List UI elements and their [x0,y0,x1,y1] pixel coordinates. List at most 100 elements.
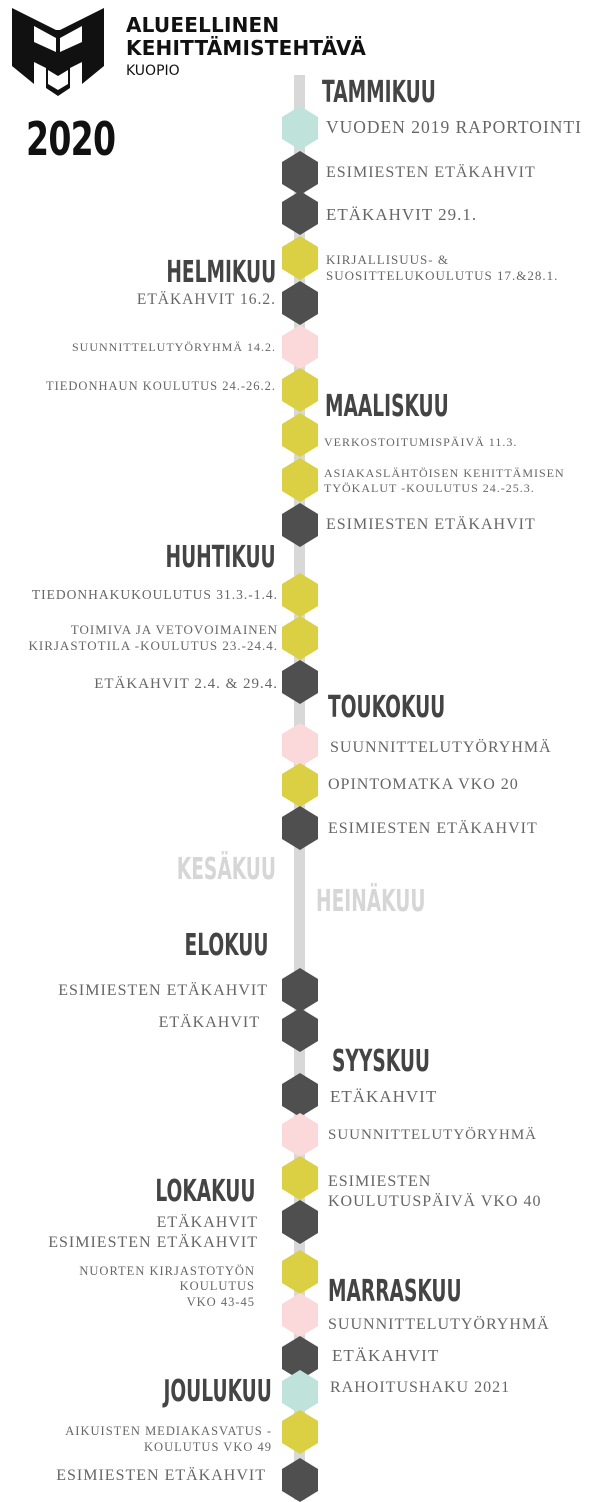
event-text-line: RAHOITUSHAKU 2021 [330,1379,511,1396]
event-text-line: ESIMIESTEN ETÄKAHVIT [58,982,268,999]
hexagon-marker-teal [282,106,318,150]
timeline-event: SUUNNITTELUTYÖRYHMÄ [330,738,552,758]
event-text-line: ETÄKAHVIT 2.4. & 29.4. [94,675,278,692]
hexagon-marker-yellow [282,368,318,412]
event-text-line: AIKUISTEN MEDIAKASVATUS - [65,1424,272,1439]
timeline-event: ASIAKASLÄHTÖISEN KEHITTÄMISEN TYÖKALUT -K… [324,466,565,496]
event-text-line: TYÖKALUT -KOULUTUS 24.-25.3. [324,481,535,495]
hexagon-marker-dark [282,806,318,850]
timeline-event: ETÄKAHVIT [332,1345,439,1366]
event-text-line: SUOSITTELUKOULUTUS 17.&28.1. [326,268,559,283]
event-text-line: ETÄKAHVIT [332,1346,440,1366]
hexagon-marker-yellow [282,413,318,457]
hexagon-marker-dark [282,1073,318,1117]
event-text-line: SUUNNITTELUTYÖRYHMÄ 14.2. [72,339,276,354]
hexagon-marker-dark [282,1458,318,1502]
event-text-line: ETÄKAHVIT [156,1214,258,1231]
event-text-line: ESIMIESTEN ETÄKAHVIT [48,1234,258,1251]
timeline-event: ETÄKAHVIT 29.1. [326,204,477,225]
timeline-event: TIEDONHAKUKOULUTUS 31.3.-1.4. [32,587,278,604]
org-name-line2: KEHITTÄMISTEHTÄVÄ [126,36,367,60]
event-text-line: ASIAKASLÄHTÖISEN KEHITTÄMISEN [324,466,565,480]
timeline-event: ESIMIESTEN KOULUTUSPÄIVÄ VKO 40 [328,1172,541,1212]
timeline-event: NUORTEN KIRJASTOTYÖN KOULUTUS VKO 43-45 [79,1264,255,1311]
timeline-event: KIRJALLISUUS- & SUOSITTELUKOULUTUS 17.&28… [326,252,558,285]
event-text-line: TOIMIVA JA VETOVOIMAINEN [70,621,278,637]
hexagon-marker-yellow [282,458,318,502]
timeline-event: ESIMIESTEN ETÄKAHVIT [56,1466,266,1486]
hexagon-marker-yellow [282,1410,318,1454]
hexagon-marker-yellow [282,763,318,807]
org-name-line1: ALUEELLINEN [126,13,280,37]
month-heading: ELOKUU [183,928,268,963]
timeline-event: ESIMIESTEN ETÄKAHVIT [326,163,536,183]
timeline-event: ETÄKAHVIT [159,1013,260,1033]
month-heading: KESÄKUU [176,852,276,887]
event-text-line: SUUNNITTELUTYÖRYHMÄ [328,1126,537,1143]
hexagon-marker-dark [282,968,318,1012]
event-text-line: ETÄKAHVIT 29.1. [326,205,478,225]
timeline-event: SUUNNITTELUTYÖRYHMÄ [328,1126,537,1145]
month-heading: HUHTIKUU [165,540,276,575]
hexagon-marker-dark [282,281,318,325]
event-text-line: ESIMIESTEN [328,1173,432,1190]
event-text-line: KIRJALLISUUS- & [326,251,449,267]
hexagon-marker-teal [282,1370,318,1414]
timeline-event: ESIMIESTEN ETÄKAHVIT [328,819,538,839]
event-text-line: SUUNNITTELUTYÖRYHMÄ [330,739,552,756]
month-heading: LOKAKUU [154,1174,255,1209]
event-text-line: KIRJASTOTILA -KOULUTUS 23.-24.4. [28,638,278,653]
event-text-line: KOULUTUSPÄIVÄ VKO 40 [328,1193,542,1210]
hexagon-marker-dark [282,151,318,195]
event-text-line: VERKOSTOITUMISPÄIVÄ 11.3. [324,434,518,449]
timeline-event: SUUNNITTELUTYÖRYHMÄ [328,1315,550,1335]
hexagon-marker-yellow [282,573,318,617]
timeline-event: VERKOSTOITUMISPÄIVÄ 11.3. [324,435,517,450]
month-heading: SYYSKUU [332,1044,431,1079]
hexagon-marker-yellow [282,236,318,280]
timeline-event: ESIMIESTEN ETÄKAHVIT [326,515,536,535]
event-text-line: VKO 43-45 [186,1294,255,1309]
month-heading: MAALISKUU [325,389,449,424]
event-text-line: TIEDONHAKUKOULUTUS 31.3.-1.4. [31,586,278,602]
event-text-line: ETÄKAHVIT 16.2. [136,291,276,309]
timeline-event: TIEDONHAUN KOULUTUS 24.-26.2. [46,379,276,395]
event-text-line: SUUNNITTELUTYÖRYHMÄ [328,1316,550,1333]
timeline-event: AIKUISTEN MEDIAKASVATUS - KOULUTUS VKO 49 [65,1424,272,1455]
hexagon-marker-pink [282,1113,318,1157]
event-text-line: ETÄKAHVIT [330,1087,438,1107]
event-text-line: KOULUTUS VKO 49 [144,1440,272,1454]
event-text-line: ESIMIESTEN ETÄKAHVIT [326,164,536,181]
hexagon-marker-dark [282,503,318,547]
city-label: KUOPIO [126,63,180,79]
hexagon-marker-dark [282,1200,318,1244]
month-heading: HEINÄKUU [316,884,426,919]
hexagon-marker-yellow [282,616,318,660]
hexagon-marker-pink [282,723,318,767]
hexagon-marker-pink [282,325,318,369]
organization-logo [12,8,104,96]
timeline-event: ETÄKAHVIT ESIMIESTEN ETÄKAHVIT [48,1213,258,1253]
timeline-event: RAHOITUSHAKU 2021 [330,1378,510,1398]
month-heading: HELMIKUU [166,255,276,290]
hexagon-marker-yellow [282,1250,318,1294]
timeline-event: VUODEN 2019 RAPORTOINTI [326,117,582,139]
event-text-line: KOULUTUS [179,1279,255,1294]
hexagon-marker-dark [282,1008,318,1052]
timeline-event: ESIMIESTEN ETÄKAHVIT [58,981,268,1001]
timeline-event: TOIMIVA JA VETOVOIMAINEN KIRJASTOTILA -KO… [28,622,278,655]
timeline-event: SUUNNITTELUTYÖRYHMÄ 14.2. [72,340,276,355]
timeline-event: ETÄKAHVIT 16.2. [137,290,276,309]
year-title: 2020 [26,112,116,166]
event-text-line: VUODEN 2019 RAPORTOINTI [326,117,582,138]
hexagon-marker-pink [282,1293,318,1337]
event-text-line: TIEDONHAUN KOULUTUS 24.-26.2. [45,379,276,394]
month-heading: JOULUKUU [163,1374,272,1409]
event-text-line: ESIMIESTEN ETÄKAHVIT [326,516,536,533]
month-heading: TOUKOKUU [328,690,446,725]
hexagon-marker-dark [282,660,318,704]
timeline-event: OPINTOMATKA VKO 20 [328,775,519,795]
month-heading: MARRASKUU [328,1274,462,1309]
hexagon-marker-yellow [282,1156,318,1200]
event-text-line: ETÄKAHVIT [158,1014,260,1031]
